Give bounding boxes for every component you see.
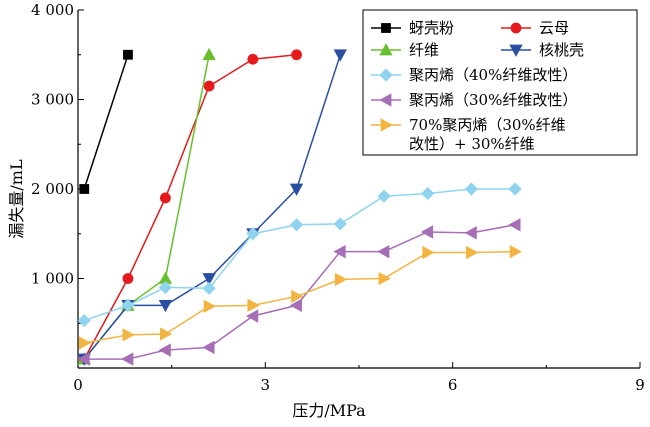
data-point: [247, 53, 259, 65]
data-point: [160, 192, 171, 204]
data-point: [202, 47, 216, 61]
x-tick-label: 3: [261, 376, 271, 394]
y-axis-title: 漏失量/mL: [7, 159, 26, 239]
series-line: [84, 224, 516, 360]
data-point: [333, 49, 347, 62]
data-point: [203, 299, 216, 313]
legend-item-1: 云母: [501, 19, 569, 37]
legend-label: 70%聚丙烯（30%纤维: [409, 116, 566, 134]
x-tick-label: 6: [448, 376, 458, 394]
data-point: [291, 49, 302, 61]
legend-label: 改性）+ 30%纤维: [409, 135, 535, 153]
series-line: [83, 54, 342, 360]
x-axis-title: 压力/MPa: [292, 401, 366, 420]
data-point: [377, 189, 391, 203]
data-point: [464, 226, 477, 240]
legend-item-6: 70%聚丙烯（30%纤维改性）+ 30%纤维: [371, 116, 566, 153]
data-point: [122, 328, 135, 342]
series-5: [77, 218, 521, 366]
legend-marker: [510, 22, 522, 34]
data-point: [78, 336, 92, 350]
data-point: [333, 244, 346, 259]
legend-marker: [379, 93, 392, 107]
data-point: [246, 309, 259, 323]
legend-label: 纤维: [409, 41, 439, 59]
legend-label: 核桃壳: [539, 41, 584, 59]
data-point: [509, 244, 522, 259]
y-tick-label: 2 000: [31, 180, 74, 198]
series-3: [77, 49, 347, 366]
data-point: [202, 273, 216, 286]
data-point: [465, 245, 479, 260]
series-layer: [77, 47, 522, 366]
data-point: [122, 273, 134, 284]
legend-marker: [509, 44, 523, 57]
series-1: [78, 49, 302, 365]
data-point: [158, 299, 173, 313]
series-2: [77, 47, 216, 365]
data-point: [158, 280, 172, 295]
data-point: [291, 289, 304, 304]
series-line: [83, 54, 297, 360]
series-4: [77, 182, 522, 328]
x-tick-label: 9: [635, 376, 645, 394]
data-point: [77, 352, 90, 366]
data-point: [377, 244, 390, 259]
series-line: [83, 54, 129, 190]
legend-item-3: 核桃壳: [501, 41, 584, 59]
data-point: [247, 298, 260, 313]
y-tick-label: 1 000: [31, 270, 74, 288]
data-point: [421, 186, 435, 201]
legend-marker: [380, 118, 393, 132]
legend-label: 蚜壳粉: [409, 19, 454, 37]
series-0: [79, 49, 133, 194]
series-6: [78, 244, 522, 350]
data-point: [464, 182, 478, 196]
data-point: [289, 298, 302, 313]
data-point: [123, 49, 133, 60]
data-point: [289, 183, 304, 196]
legend-item-2: 纤维: [371, 41, 439, 59]
data-point: [422, 245, 435, 260]
data-point: [334, 272, 348, 287]
data-point: [121, 298, 135, 312]
legend-label: 聚丙烯（30%纤维改性）: [409, 91, 577, 109]
data-point: [160, 327, 173, 341]
data-point: [508, 182, 522, 196]
x-tick-label: 0: [73, 376, 83, 394]
legend-item-5: 聚丙烯（30%纤维改性）: [371, 91, 577, 109]
data-point: [202, 340, 215, 355]
y-tick-label: 3 000: [31, 91, 74, 109]
data-point: [508, 218, 521, 232]
legend-box: [362, 9, 638, 156]
legend-marker: [379, 43, 393, 56]
data-point: [420, 225, 434, 239]
data-point: [378, 271, 391, 286]
data-point: [121, 352, 134, 366]
data-point: [202, 281, 216, 295]
y-tick-label: 4 000: [31, 1, 74, 19]
data-point: [79, 184, 90, 194]
legend-label: 聚丙烯（40%纤维改性）: [409, 66, 577, 84]
data-point: [77, 313, 91, 328]
legend-item-4: 聚丙烯（40%纤维改性）: [371, 66, 577, 84]
legend-item-0: 蚜壳粉: [371, 19, 454, 37]
data-point: [333, 217, 347, 231]
legend-label: 云母: [539, 19, 569, 37]
data-point: [246, 227, 260, 241]
legend-marker: [381, 23, 391, 33]
legend-marker: [379, 68, 393, 82]
data-point: [203, 80, 215, 92]
axes: 0 3 6 9 1 000 2 000 3 000 4 000: [31, 1, 645, 394]
data-point: [289, 218, 304, 232]
data-point: [158, 343, 171, 357]
